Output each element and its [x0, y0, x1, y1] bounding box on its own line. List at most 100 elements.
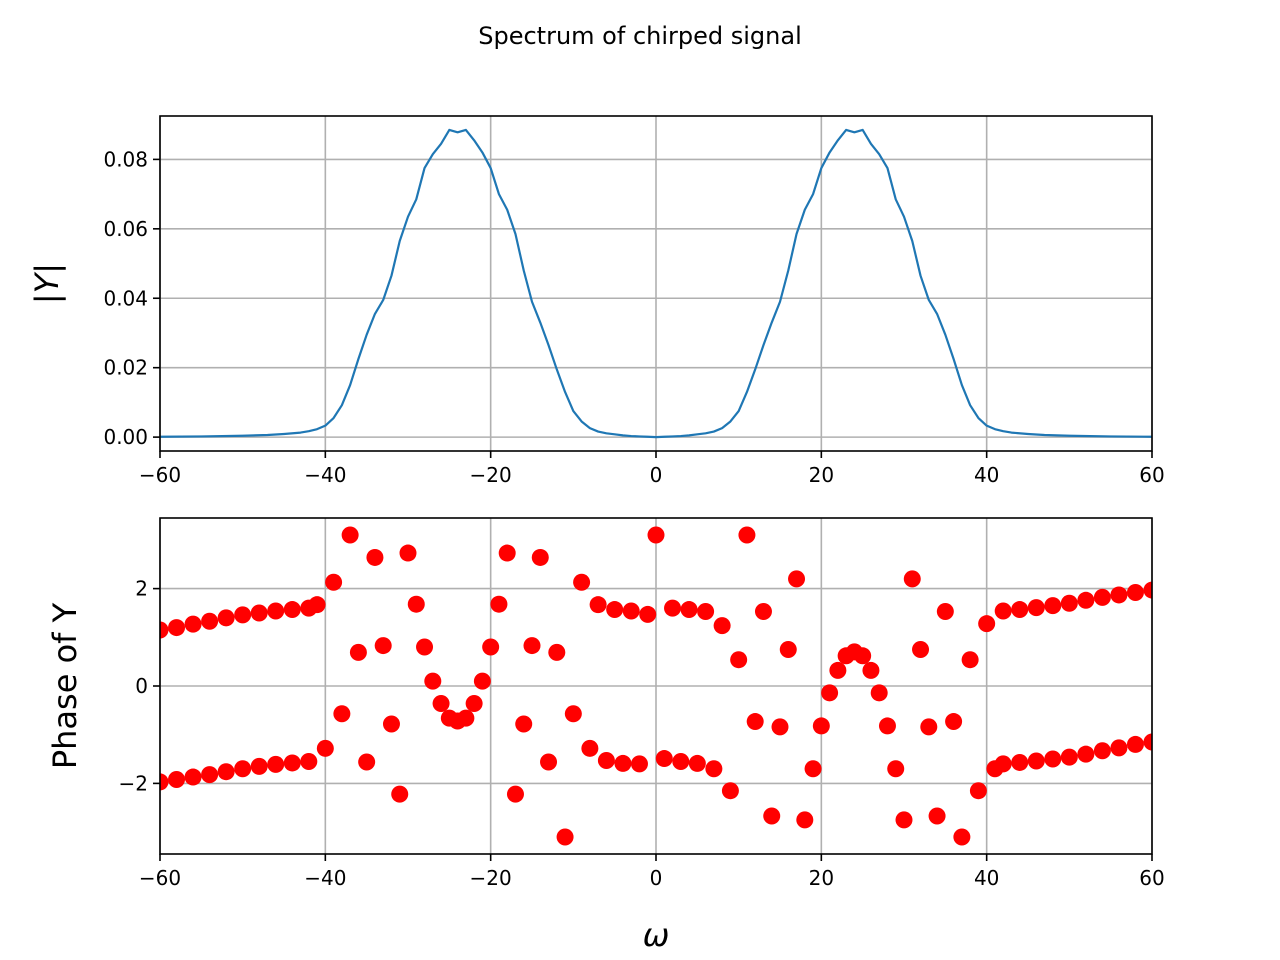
phase-point-3 [201, 612, 219, 630]
phase-point-23 [333, 705, 351, 723]
phase-point-26 [358, 753, 376, 771]
phase-point-103 [994, 602, 1012, 620]
phase-ytick-label-2: 2 [135, 577, 148, 601]
phase-point-44 [506, 785, 524, 803]
phase-point-60 [639, 605, 657, 623]
phase-point-58 [622, 602, 640, 620]
magnitude-grid [159, 116, 1153, 451]
phase-point-83 [829, 661, 847, 679]
phase-data [160, 526, 1152, 846]
phase-point-119 [1093, 742, 1111, 760]
phase-point-114 [1011, 753, 1029, 771]
phase-point-50 [556, 828, 574, 846]
phase-xtick-label-6: 60 [1139, 866, 1164, 890]
phase-point-18 [283, 754, 301, 772]
magnitude-panel: −60 −40 −20 0 20 40 60 0.00 0.02 0.04 0.06 0.08 |Y| [28, 115, 1165, 487]
phase-point-77 [779, 640, 797, 658]
phase-point-76 [771, 718, 789, 736]
phase-point-15 [234, 760, 252, 778]
magnitude-ytick-label-3: 0.06 [103, 217, 148, 241]
phase-point-110 [1110, 586, 1128, 604]
phase-point-38 [457, 709, 475, 727]
phase-point-72 [738, 526, 756, 544]
phase-point-54 [589, 596, 607, 614]
phase-point-21 [316, 739, 334, 757]
phase-point-78 [788, 570, 806, 588]
phase-point-115 [1027, 752, 1045, 770]
magnitude-ytick-label-2: 0.04 [103, 286, 148, 310]
phase-xtick-label-4: 20 [809, 866, 834, 890]
phase-point-93 [912, 640, 930, 658]
phase-point-13 [201, 766, 219, 784]
phase-xtick-label-5: 40 [974, 866, 999, 890]
magnitude-ytick-label-4: 0.08 [103, 147, 148, 171]
phase-point-51 [564, 705, 582, 723]
phase-point-97 [945, 713, 963, 731]
phase-point-116 [1044, 750, 1062, 768]
phase-point-41 [482, 638, 500, 656]
phase-point-14 [217, 763, 235, 781]
phase-point-88 [870, 684, 888, 702]
phase-point-28 [374, 637, 392, 655]
phase-point-32 [407, 595, 425, 613]
phase-point-81 [812, 717, 830, 735]
phase-point-11 [168, 771, 186, 788]
phase-point-69 [713, 617, 731, 635]
phase-point-107 [1060, 594, 1078, 612]
phase-ytick-label-1: 0 [135, 674, 148, 698]
phase-point-121 [1126, 735, 1144, 753]
phase-point-61 [647, 526, 665, 544]
phase-point-122 [1143, 733, 1152, 751]
phase-point-17 [267, 755, 285, 773]
phase-point-104 [1011, 601, 1029, 619]
phase-point-96 [936, 603, 954, 620]
phase-point-59 [630, 755, 648, 773]
phase-xtick-label-3: 0 [650, 866, 663, 890]
phase-point-75 [763, 807, 781, 825]
phase-point-99 [961, 651, 979, 669]
phase-point-118 [1077, 745, 1095, 763]
phase-point-48 [540, 753, 558, 771]
phase-point-57 [614, 754, 632, 772]
phase-point-100 [969, 782, 987, 800]
phase-point-120 [1110, 739, 1128, 757]
phase-point-45 [515, 715, 533, 733]
phase-point-65 [680, 601, 698, 619]
phase-point-113 [994, 755, 1012, 773]
phase-point-6 [250, 604, 268, 622]
phase-point-94 [920, 718, 938, 736]
phase-point-8 [283, 601, 301, 619]
phase-point-89 [878, 717, 896, 735]
phase-point-74 [754, 603, 772, 620]
phase-point-87 [862, 661, 880, 679]
magnitude-ytick-label-0: 0.00 [103, 425, 148, 449]
phase-ytick-label-0: −2 [119, 771, 148, 795]
phase-point-7 [267, 602, 285, 620]
phase-point-33 [416, 638, 434, 656]
magnitude-xtick-label-3: 0 [650, 463, 663, 487]
phase-xlabel: ω [643, 916, 670, 954]
phase-point-2 [184, 615, 202, 633]
phase-point-56 [606, 601, 624, 619]
phase-point-117 [1060, 748, 1078, 766]
magnitude-xtick-label-2: −20 [470, 463, 512, 487]
phase-point-47 [531, 548, 549, 566]
phase-point-24 [341, 526, 359, 544]
phase-point-82 [821, 684, 839, 702]
phase-point-63 [664, 599, 682, 617]
phase-point-64 [672, 752, 690, 770]
phase-point-22 [325, 573, 343, 591]
phase-point-98 [953, 828, 971, 846]
phase-point-43 [498, 544, 516, 562]
phase-point-80 [804, 760, 822, 778]
phase-point-92 [903, 570, 921, 588]
phase-point-79 [796, 811, 814, 829]
magnitude-xtick-label-6: 60 [1139, 463, 1164, 487]
magnitude-xtick-label-5: 40 [974, 463, 999, 487]
phase-point-4 [217, 609, 235, 627]
phase-point-108 [1077, 591, 1095, 609]
magnitude-data [160, 128, 1152, 439]
phase-point-0 [160, 621, 169, 639]
